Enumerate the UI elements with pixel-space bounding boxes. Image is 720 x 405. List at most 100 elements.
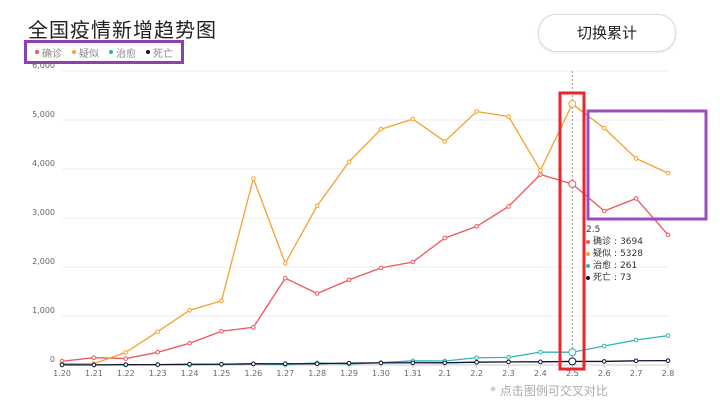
- data-point: [59, 362, 65, 368]
- data-point: [251, 325, 256, 330]
- data-point: [568, 99, 577, 108]
- data-point: [123, 350, 129, 355]
- data-point: [378, 126, 384, 132]
- x-tick-label: 1.26: [244, 369, 262, 378]
- data-point: [123, 356, 129, 361]
- data-point: [187, 307, 192, 313]
- series-line: [61, 334, 669, 366]
- data-point: [314, 291, 320, 296]
- data-point: [568, 348, 577, 357]
- legend-dot-confirmed: [35, 50, 39, 54]
- data-point: [155, 362, 160, 367]
- data-point: [633, 196, 639, 201]
- data-point: [506, 359, 511, 365]
- data-point: [474, 359, 479, 365]
- x-tick-label: 2.5: [566, 369, 579, 378]
- x-tick-label: 2.4: [534, 369, 547, 378]
- data-point: [474, 109, 479, 114]
- x-tick-label: 1.28: [308, 369, 326, 378]
- tooltip-row-confirmed: 确诊: 3694: [586, 236, 658, 248]
- data-point: [314, 203, 320, 209]
- tooltip-date: 2.5: [586, 225, 601, 235]
- x-tick-label: 2.2: [470, 369, 483, 378]
- data-point: [568, 357, 577, 366]
- highlight-box-purple: [586, 109, 708, 221]
- legend-item-death[interactable]: 死亡: [146, 45, 173, 60]
- x-tick-label: 2.1: [438, 369, 451, 378]
- data-point: [601, 125, 607, 131]
- tooltip-value-suspected: 5328: [620, 249, 643, 259]
- y-tick-label: 1,000: [32, 306, 55, 315]
- data-point: [251, 176, 256, 181]
- series-line: [61, 173, 669, 362]
- data-point: [187, 361, 192, 367]
- x-tick-label: 1.31: [404, 369, 422, 378]
- legend-item-confirmed[interactable]: 确诊: [35, 45, 62, 60]
- x-tick-label: 1.29: [340, 369, 358, 378]
- x-tick-label: 1.21: [85, 369, 103, 378]
- data-point: [91, 355, 97, 360]
- data-point: [506, 204, 511, 209]
- data-point: [665, 232, 671, 238]
- data-point: [219, 298, 224, 304]
- data-point: [282, 260, 288, 266]
- data-point: [601, 359, 607, 364]
- data-point: [538, 172, 543, 177]
- series-line: [62, 359, 669, 366]
- data-point: [410, 360, 416, 366]
- data-point: [665, 170, 671, 176]
- x-tick-label: 1.22: [117, 369, 135, 378]
- tooltip-row-cured: 治愈: 261: [586, 260, 658, 272]
- data-point: [378, 265, 384, 271]
- y-tick-label: 2,000: [32, 257, 55, 266]
- data-point: [346, 277, 352, 283]
- tooltip-value-death: 73: [620, 273, 632, 283]
- legend-label-suspected: 疑似: [79, 48, 99, 60]
- y-tick-label: 4,000: [32, 159, 55, 168]
- data-point: [633, 358, 639, 364]
- tooltip-row-death: 死亡: 73: [586, 272, 658, 284]
- tooltip-label-cured: 治愈: [593, 261, 612, 271]
- tooltip-label-suspected: 疑似: [593, 249, 612, 259]
- data-point: [91, 362, 97, 368]
- data-tooltip: 2.5 确诊: 3694 疑似: 5328 治愈: 261 死亡: 73: [586, 224, 658, 284]
- data-point: [410, 259, 416, 265]
- data-point: [155, 350, 160, 355]
- data-point: [665, 358, 671, 363]
- data-point: [601, 343, 607, 349]
- legend-label-confirmed: 确诊: [42, 48, 62, 60]
- tooltip-dot-death: [586, 276, 590, 280]
- tooltip-dot-cured: [586, 264, 590, 268]
- toggle-cumulative-button[interactable]: 切换累计: [538, 14, 676, 52]
- legend-dot-cured: [109, 50, 113, 54]
- x-tick-label: 1.23: [149, 369, 167, 378]
- tooltip-label-death: 死亡: [593, 273, 612, 283]
- x-tick-label: 1.25: [213, 369, 231, 378]
- data-point: [378, 360, 384, 366]
- legend-dot-death: [146, 50, 150, 54]
- y-tick-label: 3,000: [32, 208, 55, 217]
- data-point: [219, 361, 224, 367]
- tooltip-label-confirmed: 确诊: [593, 237, 612, 247]
- data-point: [506, 355, 511, 360]
- x-tick-label: 1.30: [372, 369, 390, 378]
- legend-item-suspected[interactable]: 疑似: [72, 45, 99, 60]
- data-point: [538, 168, 543, 173]
- data-point: [538, 349, 543, 355]
- x-tick-label: 2.8: [662, 369, 675, 378]
- data-point: [442, 235, 448, 241]
- data-point: [282, 275, 288, 281]
- data-point: [155, 329, 160, 334]
- data-point: [474, 355, 479, 361]
- data-point: [282, 361, 288, 367]
- data-point: [187, 340, 192, 346]
- legend-item-cured[interactable]: 治愈: [109, 45, 136, 60]
- data-point: [442, 360, 448, 366]
- x-tick-label: 1.20: [53, 369, 71, 378]
- x-tick-label: 2.3: [502, 369, 515, 378]
- x-tick-label: 1.24: [181, 369, 199, 378]
- y-tick-label: 0: [50, 355, 55, 364]
- data-point: [538, 359, 543, 365]
- tooltip-dot-suspected: [586, 252, 590, 256]
